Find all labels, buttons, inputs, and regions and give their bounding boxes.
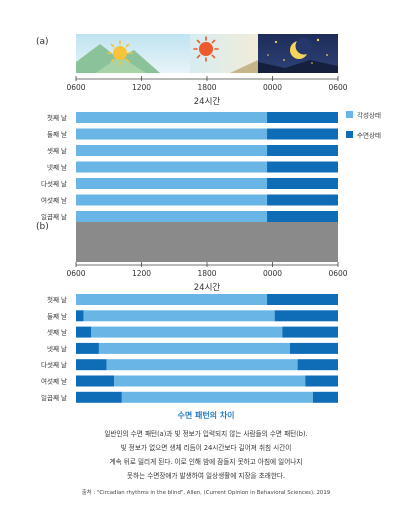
panel-a-tick-label: 1800 [197, 83, 216, 92]
panel-a-sleep-bar [267, 178, 338, 189]
panel-b-day-label: 셋째 날 [47, 328, 67, 337]
panel-b-day-label: 넷째 날 [47, 344, 67, 353]
panel-a-label: (a) [36, 37, 49, 47]
panel-b-day-label: 둘째 날 [47, 311, 67, 320]
mountain-front [96, 56, 146, 73]
panel-a-day-label: 일곱째 날 [41, 212, 67, 221]
panel-b-sleep-bar [282, 326, 338, 338]
panel-a-sleep-bar [267, 112, 338, 123]
panel-a-sleep-bar [267, 128, 338, 140]
caption-line-2: 빛 정보가 없으면 생체 리듬이 24시간보다 길어져 취침 시간이 [120, 444, 292, 452]
panel-b-sleep-bar [274, 310, 338, 322]
panel-a-sleep-bar [267, 161, 338, 173]
caption-line-1: 일반인의 수면 패턴(a)과 빛 정보가 입력되지 않는 사람들의 수면 패턴(… [104, 430, 308, 438]
panel-b-sleep-bar-morning [76, 326, 92, 338]
panel-b-awake-bar [121, 391, 313, 403]
panel-a-awake-bar [76, 128, 268, 140]
panel-a-awake-bar [76, 194, 268, 206]
panel-b-awake-bar [76, 294, 268, 305]
legend-awake-swatch [346, 111, 353, 118]
dusk-hill [230, 60, 258, 73]
panel-b-awake-bar [98, 342, 290, 354]
panel-a-awake-bar [76, 145, 268, 156]
panel-b-day-label: 다섯째 날 [41, 360, 67, 369]
legend-awake-label: 각성상태 [357, 111, 381, 120]
figure-svg: 0600 1200 1800 0000 0600 24시간 첫째 날둘째 날셋째 날넷째… [41, 34, 381, 403]
panel-a-day-label: 다섯째 날 [41, 179, 67, 188]
caption-line-3: 계속 뒤로 밀리게 된다. 이로 인해 밤에 잠들지 못하고 아침에 일어나지 [109, 458, 303, 466]
panel-a-sleep-bar [267, 211, 338, 222]
panel-b-sleep-bar [289, 342, 338, 354]
panel-a-day-label: 넷째 날 [47, 163, 67, 172]
night-hill [258, 60, 338, 73]
panel-a-tick-label: 0600 [328, 83, 347, 92]
panel-b-sleep-bar [267, 294, 338, 305]
panel-b-awake-bar [106, 359, 298, 371]
panel-b-day-label: 일곱째 날 [41, 393, 67, 402]
panel-b-sleep-bar-morning [76, 375, 115, 387]
panel-b-tick-label: 1800 [197, 269, 216, 278]
panel-a-day-label: 첫째 날 [47, 113, 67, 122]
panel-a-x-label: 24시간 [194, 96, 221, 107]
panel-b-day-label: 여섯째 날 [41, 377, 67, 386]
sun-icon [107, 40, 133, 66]
panel-a-awake-bar [76, 161, 268, 173]
panel-b-tick-label: 0000 [263, 269, 282, 278]
panel-b-tick-label: 0600 [66, 269, 85, 278]
panel-b-gray-bar [76, 222, 338, 262]
panel-a-day-label: 셋째 날 [47, 146, 67, 155]
panel-b-x-label: 24시간 [194, 282, 221, 293]
panel-b-tick-label: 1200 [132, 269, 151, 278]
panel-a-awake-bar [76, 112, 268, 123]
panel-a-awake-bar [76, 178, 268, 189]
panel-a-sleep-bar [267, 194, 338, 206]
panel-b-x-axis: 0600 1200 1800 0000 0600 [66, 262, 348, 278]
caption-line-4: 못하는 수면장애가 발생하여 일상생활에 지장을 초래한다. [126, 472, 286, 480]
panel-a-tick-label: 0000 [263, 83, 282, 92]
panel-a-awake-bar [76, 211, 268, 222]
panel-b-sleep-bar-morning [76, 310, 84, 322]
panel-a-sleep-bar [267, 145, 338, 156]
legend-sleep-swatch [346, 131, 353, 138]
legend: 각성상태 수면상태 [346, 111, 381, 140]
stars-icon [267, 38, 328, 64]
panel-b-sleep-bar-morning [76, 359, 107, 371]
panel-b-sleep-bar-morning [76, 391, 122, 403]
panel-b-awake-bar [91, 326, 283, 338]
caption-title: 수면 패턴의 차이 [177, 411, 235, 420]
panel-a-tick-label: 0600 [66, 83, 85, 92]
panel-b-sleep-bar [312, 391, 338, 403]
panel-a-day-label: 둘째 날 [47, 130, 67, 139]
panel-b-awake-bar [83, 310, 275, 322]
panel-b-tick-label: 0600 [328, 269, 347, 278]
caption-source: 출처 : "Circadian rhythms in the blind", A… [81, 490, 331, 496]
panel-b-sleep-bar [297, 359, 338, 371]
legend-sleep-label: 수면상태 [357, 131, 381, 140]
evening-sun-icon [193, 36, 219, 62]
panel-b-day-label: 첫째 날 [47, 295, 67, 304]
panel-b-label: (b) [36, 222, 49, 232]
panel-b-sleep-bar-morning [76, 342, 99, 354]
day-night-illustration [76, 34, 338, 73]
moon-icon [290, 37, 313, 59]
panel-a-tick-label: 1200 [132, 83, 151, 92]
panel-b-sleep-bar [305, 375, 338, 387]
panel-a-x-axis: 0600 1200 1800 0000 0600 [66, 76, 348, 92]
panel-a-day-label: 여섯째 날 [41, 196, 67, 205]
panel-b-awake-bar [114, 375, 306, 387]
